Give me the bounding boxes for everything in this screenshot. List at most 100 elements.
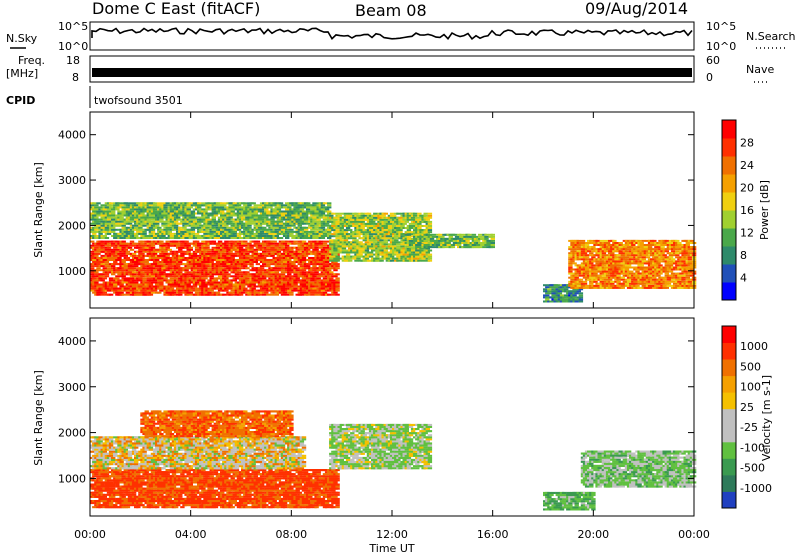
data-cell (233, 231, 237, 233)
data-cell (103, 292, 107, 294)
data-cell (329, 277, 333, 279)
data-cell (149, 233, 153, 235)
data-cell (90, 286, 94, 288)
data-cell (260, 284, 264, 286)
data-cell (428, 258, 432, 260)
data-cell (124, 255, 128, 257)
data-cell (117, 247, 121, 249)
data-cell (321, 273, 325, 275)
data-cell (356, 247, 360, 249)
data-cell (94, 208, 98, 210)
data-cell (239, 294, 243, 296)
data-cell (237, 271, 241, 273)
data-cell (451, 246, 455, 248)
data-cell (354, 221, 358, 223)
data-cell (314, 247, 318, 249)
data-cell (111, 243, 115, 245)
data-cell (199, 229, 203, 231)
data-cell (428, 217, 432, 219)
data-cell (252, 284, 256, 286)
data-cell (96, 202, 100, 204)
data-cell (247, 227, 251, 229)
cpid-value: twofsound 3501 (94, 94, 183, 107)
data-cell (266, 213, 270, 215)
data-cell (302, 261, 306, 263)
data-cell (308, 241, 312, 243)
data-cell (111, 265, 115, 267)
nsky-trace-line (92, 28, 692, 39)
data-cell (453, 234, 457, 236)
data-cell (329, 258, 333, 260)
data-cell (94, 279, 98, 281)
data-cell (119, 204, 123, 206)
data-cell (96, 269, 100, 271)
data-cell (310, 206, 314, 208)
data-cell (119, 284, 123, 286)
data-cell (228, 221, 232, 223)
data-cell (103, 235, 107, 237)
data-cell (325, 267, 329, 269)
data-cell (260, 208, 264, 210)
data-cell (207, 253, 211, 255)
data-cell (203, 286, 207, 288)
data-cell (413, 240, 417, 242)
data-cell (335, 284, 339, 286)
data-cell (256, 275, 260, 277)
data-cell (321, 290, 325, 292)
data-cell (92, 215, 96, 217)
data-cell (163, 269, 167, 271)
data-cell (193, 253, 197, 255)
data-cell (252, 288, 256, 290)
data-cell (363, 215, 367, 217)
data-cell (306, 249, 310, 251)
data-cell (142, 267, 146, 269)
data-cell (126, 206, 130, 208)
data-cell (421, 260, 425, 262)
data-cell (428, 254, 432, 256)
data-cell (136, 279, 140, 281)
data-cell (396, 254, 400, 256)
data-cell (122, 269, 126, 271)
data-cell (275, 267, 279, 269)
data-cell (109, 223, 113, 225)
data-cell (317, 263, 321, 265)
data-cell (191, 231, 195, 233)
data-cell (298, 206, 302, 208)
data-cell (293, 257, 297, 259)
data-cell (314, 271, 318, 273)
data-cell (254, 251, 258, 253)
data-cell (124, 282, 128, 284)
data-cell (163, 206, 167, 208)
data-cell (203, 269, 207, 271)
data-cell (226, 237, 230, 239)
data-cell (189, 202, 193, 204)
data-cell (216, 235, 220, 237)
data-cell (298, 286, 302, 288)
data-cell (348, 213, 352, 215)
data-cell (319, 243, 323, 245)
data-cell (210, 261, 214, 263)
data-cell (249, 257, 253, 259)
data-cell (296, 211, 300, 213)
data-cell (178, 261, 182, 263)
data-cell (101, 241, 105, 243)
data-cell (384, 256, 388, 258)
data-cell (348, 258, 352, 260)
data-cell (289, 292, 293, 294)
data-cell (151, 231, 155, 233)
data-cell (94, 231, 98, 233)
data-cell (132, 267, 136, 269)
data-cell (228, 259, 232, 261)
data-cell (189, 249, 193, 251)
data-cell (115, 275, 119, 277)
data-cell (329, 235, 333, 237)
data-cell (98, 206, 102, 208)
data-cell (111, 213, 115, 215)
data-cell (249, 231, 253, 233)
data-cell (283, 261, 287, 263)
data-cell (260, 265, 264, 267)
data-cell (270, 219, 274, 221)
data-cell (163, 277, 167, 279)
data-cell (130, 221, 134, 223)
data-cell (126, 294, 130, 296)
